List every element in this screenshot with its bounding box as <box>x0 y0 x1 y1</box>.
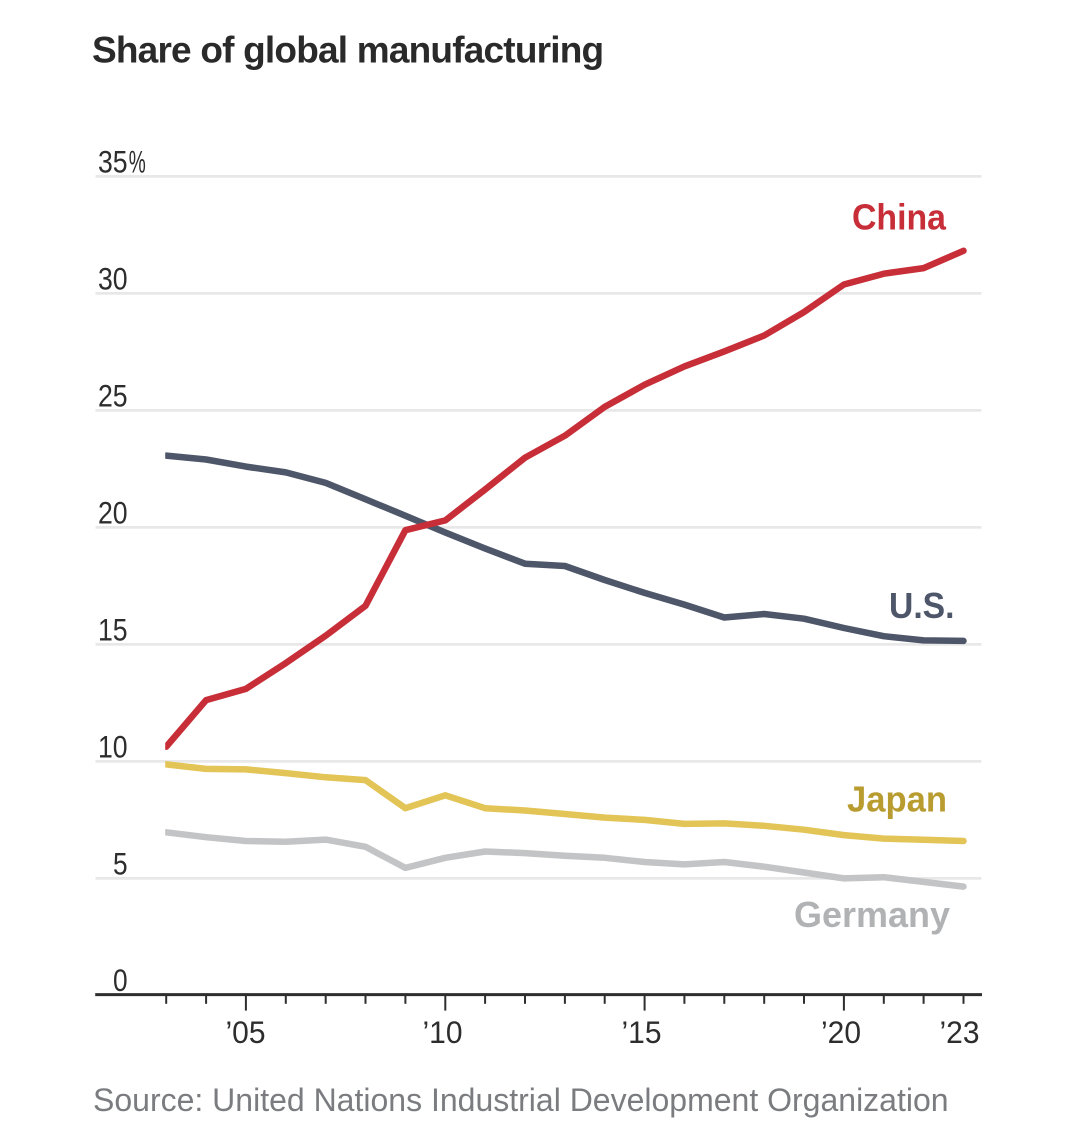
svg-text:U.S.: U.S. <box>889 585 955 626</box>
svg-text:10: 10 <box>98 728 128 764</box>
svg-text:15: 15 <box>98 611 128 647</box>
svg-text:’23: ’23 <box>940 1014 980 1050</box>
svg-text:’05: ’05 <box>226 1014 266 1050</box>
svg-text:20: 20 <box>98 494 128 530</box>
svg-text:Source: United Nations Industr: Source: United Nations Industrial Develo… <box>93 1082 949 1118</box>
svg-text:’10: ’10 <box>423 1014 463 1050</box>
svg-text:China: China <box>852 197 947 238</box>
svg-text:%: % <box>129 143 146 179</box>
svg-text:5: 5 <box>113 845 128 881</box>
svg-text:0: 0 <box>113 962 128 998</box>
svg-text:Share of global manufacturing: Share of global manufacturing <box>92 30 603 71</box>
svg-text:25: 25 <box>98 377 128 413</box>
svg-text:’15: ’15 <box>622 1014 662 1050</box>
svg-text:35: 35 <box>98 143 128 179</box>
svg-text:Germany: Germany <box>794 894 950 935</box>
svg-text:’20: ’20 <box>821 1014 861 1050</box>
svg-text:30: 30 <box>98 260 128 296</box>
svg-text:Japan: Japan <box>847 779 947 820</box>
